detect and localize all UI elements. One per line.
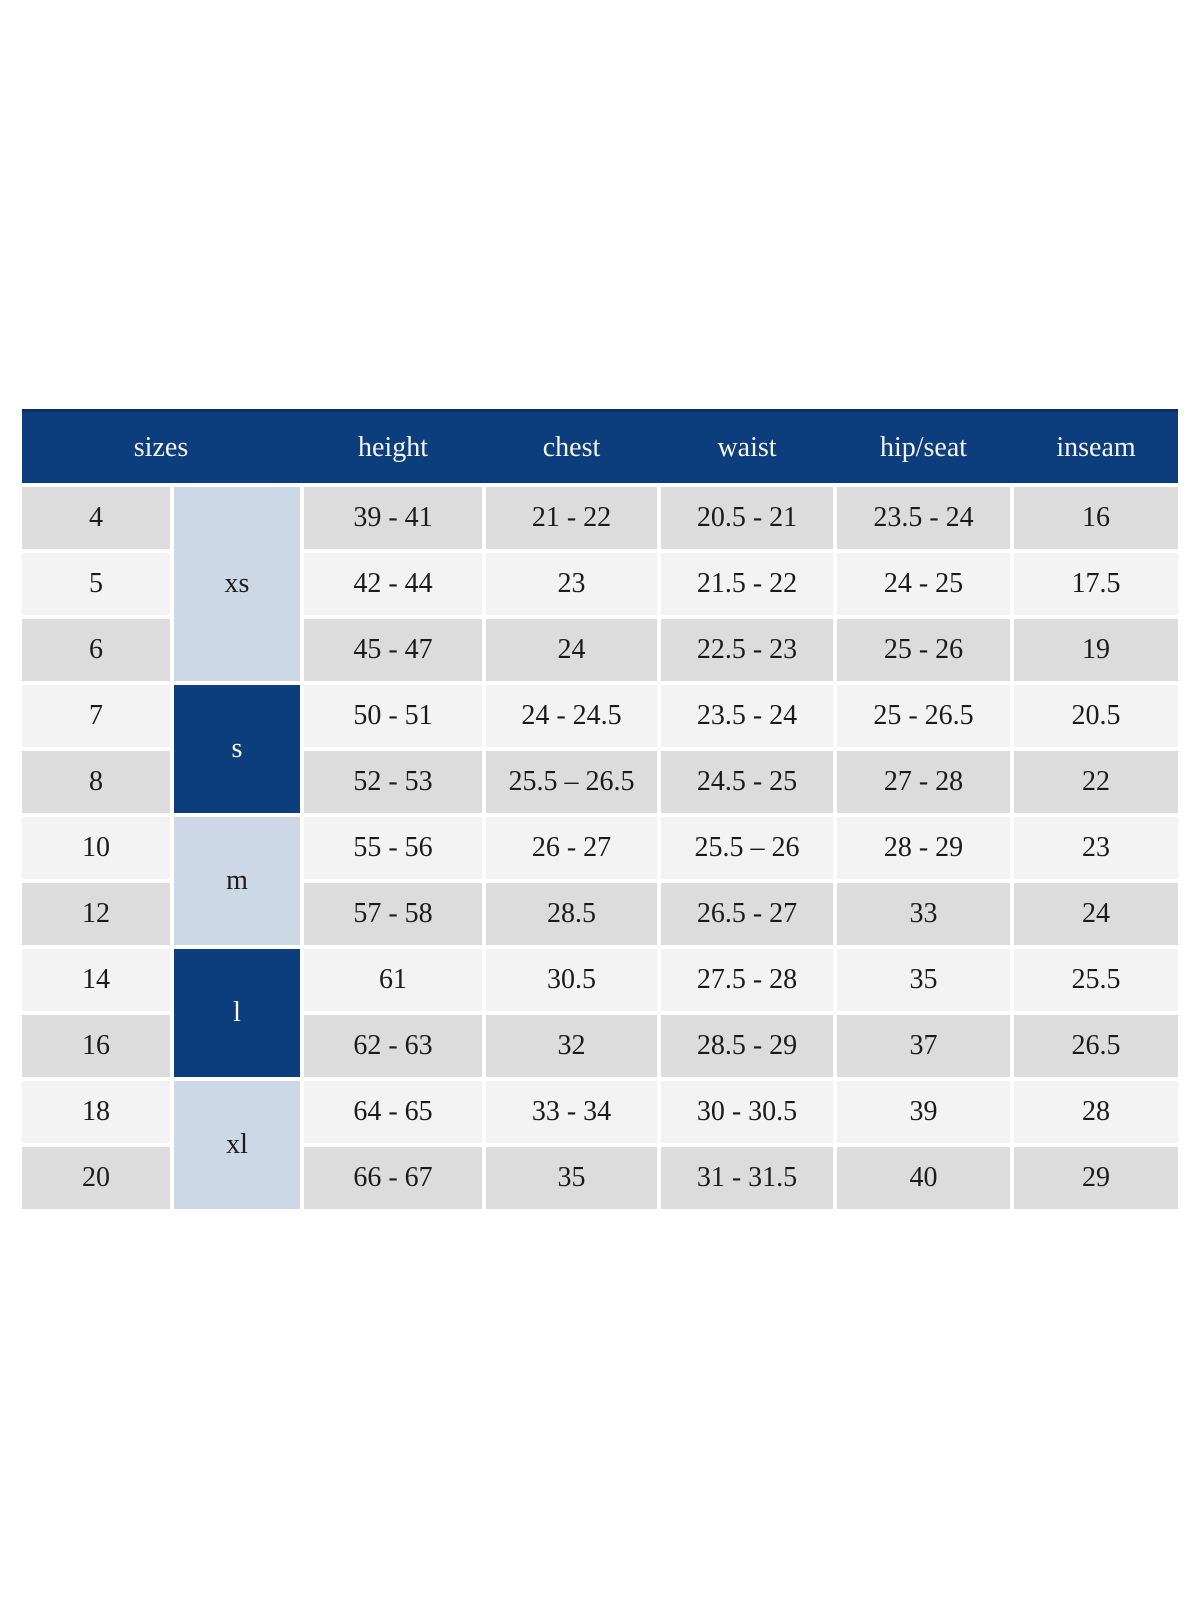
cell-chest: 35 [486,1147,657,1209]
group-cell-xs: xs [174,487,300,681]
cell-size: 20 [22,1147,170,1209]
cell-inseam: 23 [1014,817,1178,879]
cell-chest: 30.5 [486,949,657,1011]
cell-hip-seat: 23.5 - 24 [837,487,1010,549]
cell-waist: 21.5 - 22 [661,553,833,615]
cell-chest: 26 - 27 [486,817,657,879]
cell-chest: 23 [486,553,657,615]
cell-inseam: 29 [1014,1147,1178,1209]
header-sizes: sizes [133,431,189,463]
cell-height: 62 - 63 [304,1015,482,1077]
table-body: 4 xs 39 - 41 21 - 22 20.5 - 21 23.5 - 24… [22,487,1178,1209]
cell-size: 10 [22,817,170,879]
cell-hip-seat: 27 - 28 [837,751,1010,813]
table-header-row: sizes height chest waist hip/seat inseam [22,409,1178,483]
cell-hip-seat: 40 [837,1147,1010,1209]
cell-height: 39 - 41 [304,487,482,549]
cell-hip-seat: 28 - 29 [837,817,1010,879]
cell-chest: 24 [486,619,657,681]
cell-inseam: 28 [1014,1081,1178,1143]
cell-size: 12 [22,883,170,945]
cell-waist: 31 - 31.5 [661,1147,833,1209]
group-cell-l: l [174,949,300,1077]
cell-height: 61 [304,949,482,1011]
cell-hip-seat: 33 [837,883,1010,945]
cell-hip-seat: 25 - 26 [837,619,1010,681]
cell-size: 16 [22,1015,170,1077]
cell-size: 7 [22,685,170,747]
cell-waist: 25.5 – 26 [661,817,833,879]
cell-inseam: 19 [1014,619,1178,681]
cell-height: 42 - 44 [304,553,482,615]
header-chest: chest [542,431,601,463]
cell-size: 4 [22,487,170,549]
cell-inseam: 26.5 [1014,1015,1178,1077]
cell-hip-seat: 35 [837,949,1010,1011]
cell-hip-seat: 24 - 25 [837,553,1010,615]
cell-size: 18 [22,1081,170,1143]
cell-waist: 28.5 - 29 [661,1015,833,1077]
cell-chest: 33 - 34 [486,1081,657,1143]
group-cell-xl: xl [174,1081,300,1209]
cell-height: 50 - 51 [304,685,482,747]
header-inseam: inseam [1056,431,1136,463]
cell-inseam: 22 [1014,751,1178,813]
cell-height: 52 - 53 [304,751,482,813]
cell-inseam: 25.5 [1014,949,1178,1011]
cell-chest: 21 - 22 [486,487,657,549]
header-waist: waist [717,431,777,463]
cell-size: 14 [22,949,170,1011]
cell-chest: 24 - 24.5 [486,685,657,747]
cell-hip-seat: 39 [837,1081,1010,1143]
cell-waist: 23.5 - 24 [661,685,833,747]
cell-height: 64 - 65 [304,1081,482,1143]
cell-waist: 26.5 - 27 [661,883,833,945]
cell-waist: 22.5 - 23 [661,619,833,681]
header-hip-seat: hip/seat [879,431,968,463]
cell-height: 66 - 67 [304,1147,482,1209]
size-chart-table: sizes height chest waist hip/seat inseam… [22,409,1178,1209]
cell-waist: 24.5 - 25 [661,751,833,813]
header-height: height [358,431,428,463]
cell-chest: 32 [486,1015,657,1077]
cell-waist: 20.5 - 21 [661,487,833,549]
cell-waist: 27.5 - 28 [661,949,833,1011]
cell-hip-seat: 25 - 26.5 [837,685,1010,747]
cell-inseam: 24 [1014,883,1178,945]
cell-height: 55 - 56 [304,817,482,879]
cell-inseam: 20.5 [1014,685,1178,747]
cell-size: 5 [22,553,170,615]
cell-hip-seat: 37 [837,1015,1010,1077]
cell-size: 6 [22,619,170,681]
cell-inseam: 16 [1014,487,1178,549]
cell-inseam: 17.5 [1014,553,1178,615]
group-cell-s: s [174,685,300,813]
cell-chest: 25.5 – 26.5 [486,751,657,813]
group-cell-m: m [174,817,300,945]
cell-waist: 30 - 30.5 [661,1081,833,1143]
cell-height: 45 - 47 [304,619,482,681]
cell-size: 8 [22,751,170,813]
cell-chest: 28.5 [486,883,657,945]
cell-height: 57 - 58 [304,883,482,945]
